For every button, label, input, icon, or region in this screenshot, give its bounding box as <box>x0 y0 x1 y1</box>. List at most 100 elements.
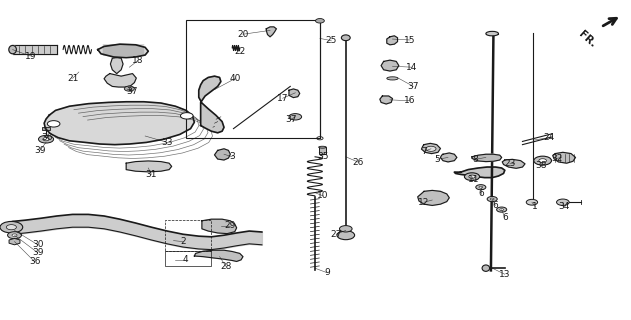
Text: 6: 6 <box>502 213 508 222</box>
Text: 37: 37 <box>127 87 138 96</box>
Text: 30: 30 <box>32 240 44 249</box>
Polygon shape <box>126 161 172 172</box>
Ellipse shape <box>9 45 16 54</box>
Circle shape <box>6 225 16 230</box>
Text: 16: 16 <box>404 96 416 105</box>
Bar <box>186 20 320 138</box>
Polygon shape <box>553 152 575 163</box>
Circle shape <box>500 209 504 211</box>
Bar <box>42 127 50 130</box>
Text: 2: 2 <box>180 237 186 246</box>
Text: 33: 33 <box>162 138 173 147</box>
Text: 32: 32 <box>551 154 562 163</box>
Text: 13: 13 <box>499 270 510 279</box>
Text: 34: 34 <box>558 202 569 211</box>
Text: 14: 14 <box>406 63 418 72</box>
Polygon shape <box>380 96 392 104</box>
Polygon shape <box>266 27 276 37</box>
Ellipse shape <box>341 35 350 41</box>
Circle shape <box>534 156 551 165</box>
Polygon shape <box>440 153 457 162</box>
Polygon shape <box>381 60 399 71</box>
Text: 22: 22 <box>234 47 245 56</box>
Ellipse shape <box>482 265 490 271</box>
Polygon shape <box>215 149 230 160</box>
Text: 18: 18 <box>132 56 143 65</box>
Polygon shape <box>454 167 505 178</box>
Text: 11: 11 <box>468 175 479 184</box>
Circle shape <box>289 114 302 120</box>
Polygon shape <box>104 74 136 87</box>
Text: FR.: FR. <box>577 29 598 49</box>
Polygon shape <box>502 159 525 168</box>
Text: 39: 39 <box>32 248 44 257</box>
Text: 21: 21 <box>67 74 78 83</box>
Polygon shape <box>418 190 449 205</box>
Circle shape <box>526 199 538 205</box>
Circle shape <box>539 159 546 163</box>
Circle shape <box>124 86 134 91</box>
Circle shape <box>0 221 23 233</box>
Polygon shape <box>110 58 123 74</box>
Text: 7: 7 <box>421 147 427 156</box>
Text: 29: 29 <box>225 221 236 230</box>
Circle shape <box>47 121 60 127</box>
Text: 39: 39 <box>34 146 45 155</box>
Circle shape <box>469 175 475 178</box>
Circle shape <box>497 207 507 212</box>
Text: 37: 37 <box>286 115 297 124</box>
Bar <box>319 147 326 154</box>
Circle shape <box>316 19 324 23</box>
Circle shape <box>337 231 355 240</box>
Bar <box>165 220 211 251</box>
Text: 40: 40 <box>230 74 241 83</box>
Polygon shape <box>289 89 300 98</box>
Polygon shape <box>387 36 398 45</box>
Ellipse shape <box>486 31 498 36</box>
Ellipse shape <box>387 77 398 80</box>
Text: 28: 28 <box>220 262 232 271</box>
Text: 36: 36 <box>29 257 40 266</box>
Text: 19: 19 <box>25 52 36 60</box>
Circle shape <box>12 234 17 236</box>
Ellipse shape <box>319 146 326 148</box>
Polygon shape <box>9 238 20 245</box>
Text: 1: 1 <box>532 202 538 211</box>
Circle shape <box>557 199 569 205</box>
Text: 31: 31 <box>146 170 157 179</box>
Polygon shape <box>44 102 194 145</box>
Polygon shape <box>98 44 148 58</box>
Text: 38: 38 <box>536 161 547 170</box>
Circle shape <box>180 113 193 119</box>
Text: 5: 5 <box>434 155 440 164</box>
Circle shape <box>43 138 49 141</box>
Text: 37: 37 <box>408 82 419 91</box>
Text: 3: 3 <box>229 152 235 161</box>
Text: 10: 10 <box>317 191 329 200</box>
Text: 23: 23 <box>504 159 516 168</box>
Text: 24: 24 <box>543 133 555 142</box>
Polygon shape <box>422 143 440 154</box>
Circle shape <box>38 135 54 143</box>
Text: 9: 9 <box>324 268 330 277</box>
Circle shape <box>464 173 480 180</box>
Text: 20: 20 <box>237 30 249 39</box>
Bar <box>165 251 211 266</box>
Polygon shape <box>472 154 502 162</box>
Circle shape <box>426 146 436 151</box>
Polygon shape <box>199 76 224 133</box>
Text: 35: 35 <box>317 152 329 161</box>
Text: 36: 36 <box>42 133 53 142</box>
Circle shape <box>490 198 494 200</box>
Polygon shape <box>202 219 237 234</box>
Text: 4: 4 <box>182 255 187 264</box>
Circle shape <box>487 196 497 202</box>
Text: 12: 12 <box>418 198 430 207</box>
Text: 6: 6 <box>492 201 498 210</box>
Text: 26: 26 <box>353 158 364 167</box>
Text: 27: 27 <box>331 230 342 239</box>
Text: 15: 15 <box>404 36 416 44</box>
Polygon shape <box>194 250 243 261</box>
Text: 17: 17 <box>277 94 288 103</box>
Text: 25: 25 <box>326 36 337 45</box>
